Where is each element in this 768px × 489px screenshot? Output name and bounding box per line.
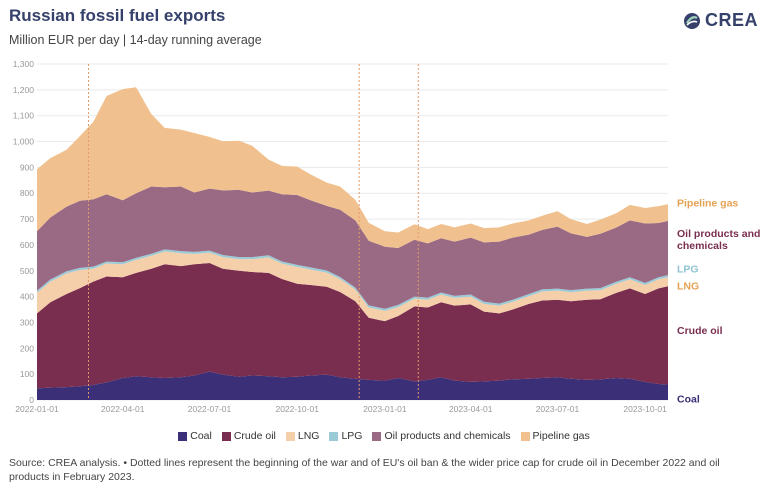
crea-logo-icon: [683, 12, 700, 29]
y-tick-label: 1,300: [13, 59, 35, 69]
y-tick-label: 300: [20, 317, 34, 327]
reference-lines: [87, 64, 419, 400]
legend-label: Coal: [190, 430, 212, 442]
y-tick-label: 400: [20, 292, 34, 302]
legend-swatch: [178, 431, 188, 441]
area-crude-oil: [37, 263, 668, 389]
legend-label: LNG: [297, 430, 320, 442]
legend-item-coal[interactable]: Coal: [178, 430, 212, 442]
end-label-oil-products-and-chemicals: Oil products and chemicals: [677, 228, 760, 252]
y-tick-label: 200: [20, 343, 34, 353]
legend-item-pipeline-gas[interactable]: Pipeline gas: [520, 430, 590, 442]
legend-swatch: [520, 431, 530, 441]
x-axis: 2022-01-01 2022-04-01 2022-07-01 2022-10-01…: [15, 404, 667, 414]
chart-title: Russian fossil fuel exports: [9, 6, 226, 25]
end-label-pipeline-gas: Pipeline gas: [677, 198, 738, 210]
y-tick-label: 1,200: [13, 85, 35, 95]
end-label-lpg: LPG: [677, 263, 699, 275]
x-tick-label: 2022-10-01: [275, 404, 319, 414]
legend-label: Pipeline gas: [532, 430, 590, 442]
y-tick-label: 1,100: [13, 111, 35, 121]
area-lng: [37, 251, 668, 322]
legend-item-crude-oil[interactable]: Crude oil: [221, 430, 276, 442]
y-tick-label: 500: [20, 266, 34, 276]
x-tick-label: 2023-07-01: [536, 404, 580, 414]
y-tick-label: 1,000: [13, 137, 35, 147]
legend-swatch: [329, 431, 339, 441]
y-tick-label: 100: [20, 369, 34, 379]
legend-item-lng[interactable]: LNG: [285, 430, 320, 442]
chart-areas: [37, 87, 668, 400]
area-coal: [37, 371, 668, 400]
area-oil-products-and-chemicals: [37, 186, 668, 309]
x-tick-label: 2022-01-01: [15, 404, 59, 414]
legend-swatch: [221, 431, 231, 441]
y-tick-label: 900: [20, 162, 34, 172]
y-axis: 0 100 200 300 400 500 600 700 800 900 1,000 1,100 1,…: [13, 59, 35, 405]
legend-swatch: [285, 431, 295, 441]
x-tick-label: 2023-01-01: [363, 404, 407, 414]
chart-legend: Coal Crude oil LNG LPG Oil products and chem…: [0, 430, 768, 442]
legend-label: Crude oil: [233, 430, 276, 442]
y-tick-label: 0: [29, 395, 34, 405]
series-end-labels: Pipeline gas Oil products and chemicals LPG…: [677, 198, 760, 406]
legend-swatch: [372, 431, 382, 441]
y-tick-label: 700: [20, 214, 34, 224]
legend-item-lpg[interactable]: LPG: [329, 430, 362, 442]
x-tick-label: 2022-04-01: [101, 404, 145, 414]
source-note: Source: CREA analysis. • Dotted lines re…: [9, 457, 720, 483]
legend-label: Oil products and chemicals: [384, 430, 511, 442]
end-label-crude-oil: Crude oil: [677, 325, 723, 337]
legend-label: LPG: [341, 430, 363, 442]
chart-subtitle: Million EUR per day | 14-day running ave…: [9, 33, 262, 47]
area-pipeline-gas: [37, 87, 668, 249]
end-label-coal: Coal: [677, 394, 700, 406]
legend-item-oil-products-and-chemicals[interactable]: Oil products and chemicals: [372, 430, 511, 442]
x-tick-label: 2023-10-01: [623, 404, 667, 414]
crea-logo: CREA: [683, 10, 758, 31]
end-label-lng: LNG: [677, 281, 699, 293]
x-tick-label: 2023-04-01: [449, 404, 493, 414]
y-tick-label: 800: [20, 188, 34, 198]
crea-logo-text: CREA: [704, 10, 758, 30]
y-tick-label: 600: [20, 240, 34, 250]
x-tick-label: 2022-07-01: [188, 404, 232, 414]
